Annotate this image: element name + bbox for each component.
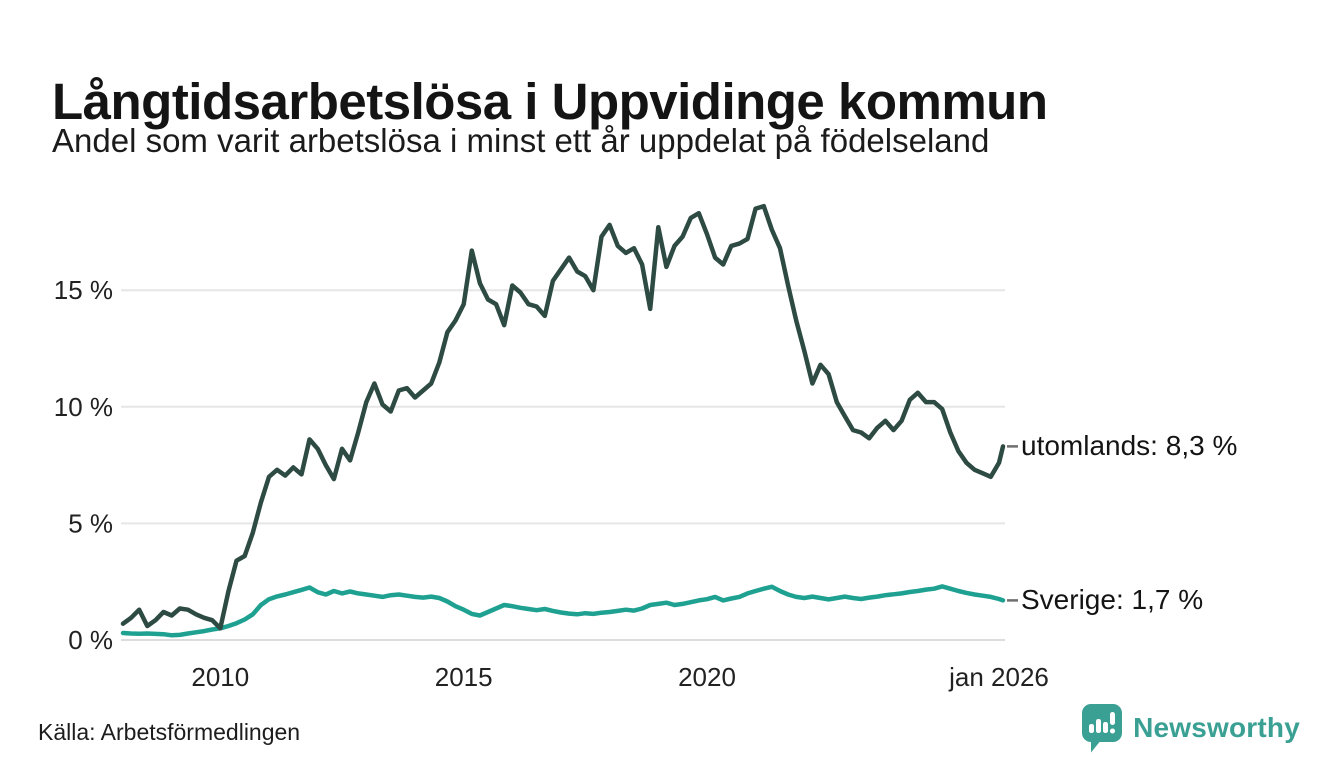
gridlines bbox=[121, 289, 1005, 641]
newsworthy-logo: Newsworthy bbox=[1081, 702, 1300, 754]
y-axis-tick-labels: 0 % 5 % 10 % 15 % bbox=[54, 275, 113, 655]
page-title: Långtidsarbetslösa i Uppvidinge kommun bbox=[52, 73, 1048, 131]
y-tick-label: 15 % bbox=[54, 275, 113, 305]
x-axis-tick-labels: 2010 2015 2020 jan 2026 bbox=[191, 662, 1049, 692]
newsworthy-badge-icon bbox=[1082, 704, 1123, 753]
x-tick-label: jan 2026 bbox=[948, 662, 1049, 692]
y-tick-label: 10 % bbox=[54, 392, 113, 422]
x-tick-label: 2020 bbox=[678, 662, 736, 692]
utomlands-line bbox=[120, 203, 1006, 631]
x-tick-label: 2010 bbox=[191, 662, 249, 692]
x-tick-label: 2015 bbox=[435, 662, 493, 692]
newsworthy-wordmark: Newsworthy bbox=[1133, 712, 1300, 743]
label-connector-dashes bbox=[1007, 445, 1018, 602]
series-label-sverige: Sverige: 1,7 % bbox=[1021, 584, 1204, 616]
series-label-utomlands: utomlands: 8,3 % bbox=[1021, 430, 1238, 462]
y-tick-label: 5 % bbox=[68, 508, 113, 538]
page-subtitle: Andel som varit arbetslösa i minst ett å… bbox=[52, 122, 990, 159]
sverige-line bbox=[120, 584, 1006, 638]
y-tick-label: 0 % bbox=[68, 625, 113, 655]
source-note: Källa: Arbetsförmedlingen bbox=[38, 719, 301, 745]
